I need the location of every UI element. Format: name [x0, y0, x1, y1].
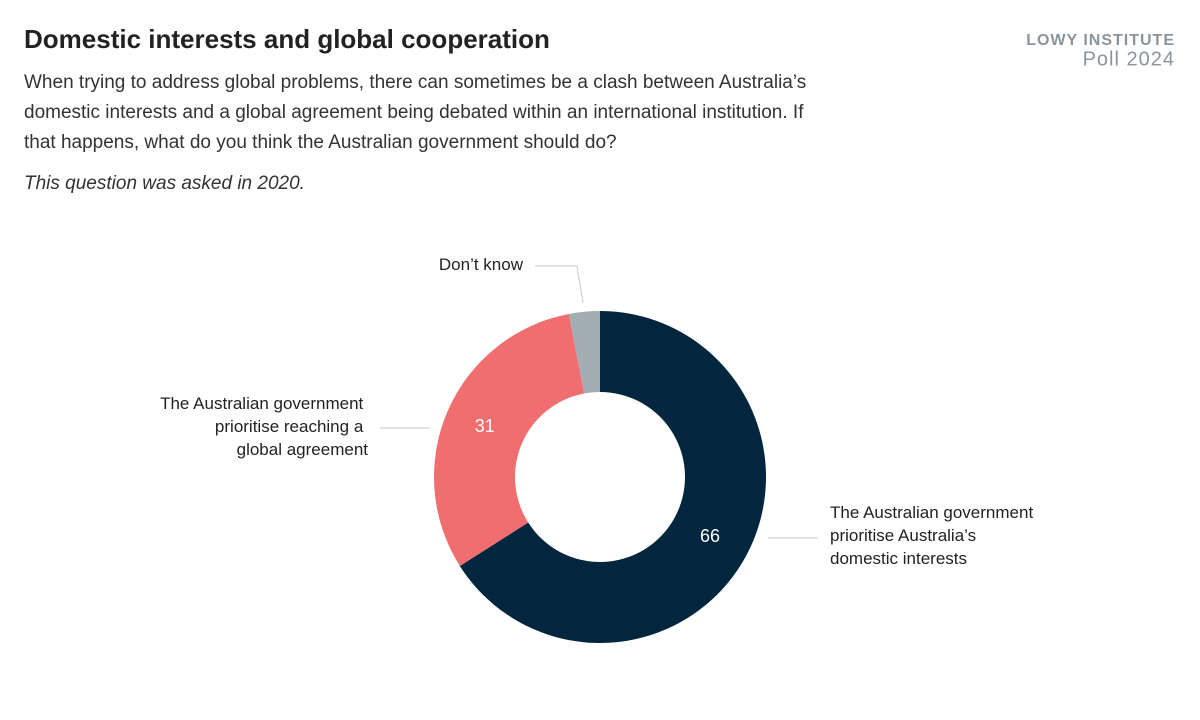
chart-subtitle: When trying to address global problems, … [24, 72, 812, 153]
value-label: 66 [700, 526, 720, 546]
brand-line2: Poll 2024 [1083, 48, 1175, 70]
donut-slice [459, 311, 766, 644]
category-label: The Australian government prioritise rea… [160, 394, 368, 459]
leader-lines [380, 265, 818, 539]
leader-line [535, 265, 584, 304]
category-label: The Australian government prioritise Aus… [830, 503, 1038, 568]
value-label: 31 [475, 416, 495, 436]
donut-slice [434, 313, 585, 566]
donut-slice [568, 311, 600, 394]
chart-note: This question was asked in 2020. [24, 173, 305, 194]
brand-line1: LOWY INSTITUTE [1026, 32, 1175, 49]
chart-title: Domestic interests and global cooperatio… [24, 24, 550, 54]
category-label: Don’t know [439, 255, 524, 274]
